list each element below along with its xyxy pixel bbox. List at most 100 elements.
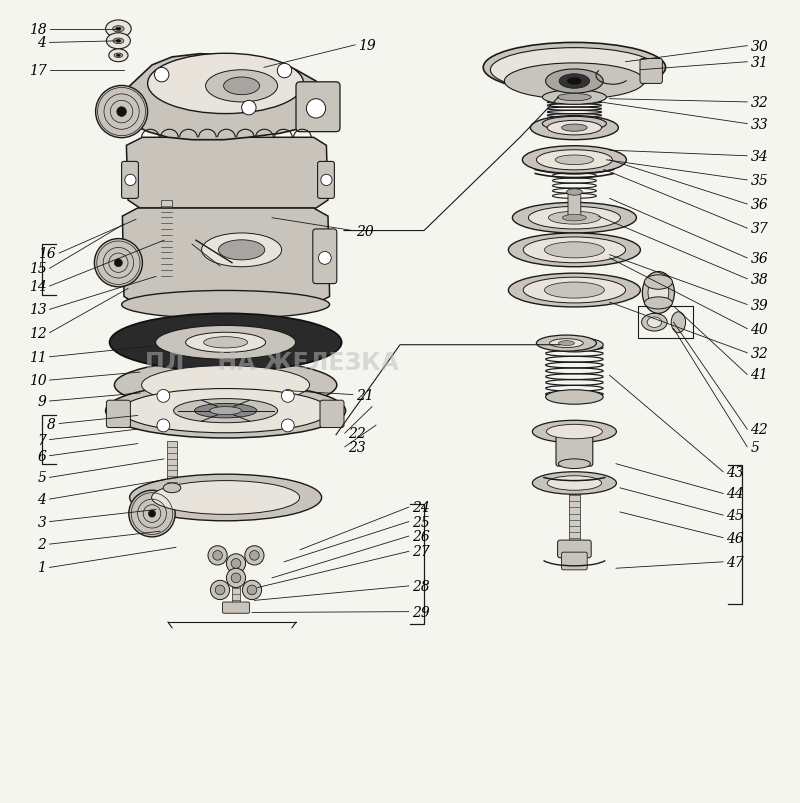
Text: 23: 23 [348, 440, 366, 454]
FancyBboxPatch shape [167, 442, 177, 488]
Circle shape [208, 546, 227, 565]
Ellipse shape [546, 70, 603, 94]
Ellipse shape [194, 404, 257, 418]
Ellipse shape [533, 421, 616, 443]
Text: 10: 10 [29, 373, 46, 388]
FancyBboxPatch shape [568, 191, 581, 218]
Ellipse shape [116, 28, 121, 31]
Ellipse shape [490, 48, 658, 92]
Circle shape [154, 68, 169, 83]
Text: 29: 29 [412, 605, 430, 619]
Ellipse shape [504, 63, 645, 100]
FancyBboxPatch shape [232, 582, 240, 606]
Text: 12: 12 [29, 326, 46, 340]
Ellipse shape [509, 234, 640, 267]
Ellipse shape [224, 78, 259, 96]
Text: 32: 32 [750, 96, 768, 110]
Ellipse shape [116, 40, 121, 43]
Text: 33: 33 [750, 117, 768, 132]
Ellipse shape [129, 491, 175, 537]
Ellipse shape [106, 21, 131, 39]
Text: 17: 17 [29, 63, 46, 78]
FancyBboxPatch shape [562, 552, 587, 570]
Text: 14: 14 [29, 279, 46, 294]
Ellipse shape [206, 71, 278, 103]
Text: 36: 36 [750, 251, 768, 266]
Ellipse shape [671, 312, 686, 333]
Circle shape [125, 175, 136, 186]
Ellipse shape [555, 156, 594, 165]
Circle shape [245, 546, 264, 565]
Ellipse shape [544, 283, 605, 299]
Text: 3: 3 [38, 515, 46, 529]
Text: 46: 46 [726, 531, 744, 545]
Ellipse shape [558, 341, 574, 346]
FancyBboxPatch shape [640, 59, 662, 84]
Polygon shape [120, 55, 326, 141]
Ellipse shape [645, 297, 672, 309]
Ellipse shape [642, 272, 674, 314]
Text: 19: 19 [358, 39, 376, 53]
Circle shape [215, 585, 225, 595]
Text: 8: 8 [47, 417, 56, 431]
Ellipse shape [151, 481, 299, 515]
Circle shape [321, 175, 332, 186]
Ellipse shape [113, 26, 124, 33]
Text: 32: 32 [750, 346, 768, 361]
Ellipse shape [106, 34, 130, 50]
Ellipse shape [147, 55, 303, 114]
FancyBboxPatch shape [318, 162, 334, 199]
Ellipse shape [122, 291, 330, 320]
Ellipse shape [536, 336, 596, 352]
Ellipse shape [530, 116, 618, 141]
Ellipse shape [547, 476, 602, 491]
Text: 4: 4 [38, 492, 46, 507]
Text: 38: 38 [750, 272, 768, 287]
Ellipse shape [523, 278, 626, 304]
Text: 18: 18 [29, 22, 46, 37]
Ellipse shape [558, 94, 591, 102]
Circle shape [226, 569, 246, 588]
Text: 34: 34 [750, 149, 768, 164]
Ellipse shape [567, 78, 582, 86]
Text: 7: 7 [38, 433, 46, 447]
Ellipse shape [648, 279, 669, 308]
Ellipse shape [559, 75, 590, 89]
FancyBboxPatch shape [122, 162, 138, 199]
Ellipse shape [113, 39, 124, 44]
Ellipse shape [509, 274, 640, 308]
Circle shape [247, 585, 257, 595]
Polygon shape [126, 138, 328, 209]
Ellipse shape [155, 326, 295, 360]
Text: 44: 44 [726, 487, 744, 501]
Ellipse shape [117, 55, 120, 57]
Text: 42: 42 [750, 422, 768, 437]
Ellipse shape [546, 390, 603, 405]
Text: 16: 16 [38, 247, 56, 261]
Text: 40: 40 [750, 322, 768, 336]
FancyBboxPatch shape [556, 428, 593, 467]
Ellipse shape [522, 146, 626, 175]
Text: 24: 24 [412, 500, 430, 515]
Ellipse shape [536, 151, 613, 170]
Circle shape [306, 100, 326, 119]
Circle shape [278, 64, 292, 79]
Text: 25: 25 [412, 515, 430, 529]
Text: 6: 6 [38, 449, 46, 463]
Text: 9: 9 [38, 394, 46, 409]
Ellipse shape [483, 43, 666, 93]
FancyBboxPatch shape [320, 401, 344, 428]
Ellipse shape [542, 117, 606, 132]
FancyBboxPatch shape [558, 540, 591, 558]
Ellipse shape [122, 389, 330, 434]
Ellipse shape [203, 337, 247, 349]
Ellipse shape [130, 475, 322, 521]
FancyBboxPatch shape [313, 230, 337, 284]
Circle shape [226, 554, 246, 573]
Ellipse shape [566, 190, 582, 196]
FancyBboxPatch shape [106, 401, 130, 428]
Text: 15: 15 [29, 262, 46, 276]
Ellipse shape [94, 239, 142, 287]
Ellipse shape [562, 215, 586, 222]
Text: 11: 11 [29, 350, 46, 365]
